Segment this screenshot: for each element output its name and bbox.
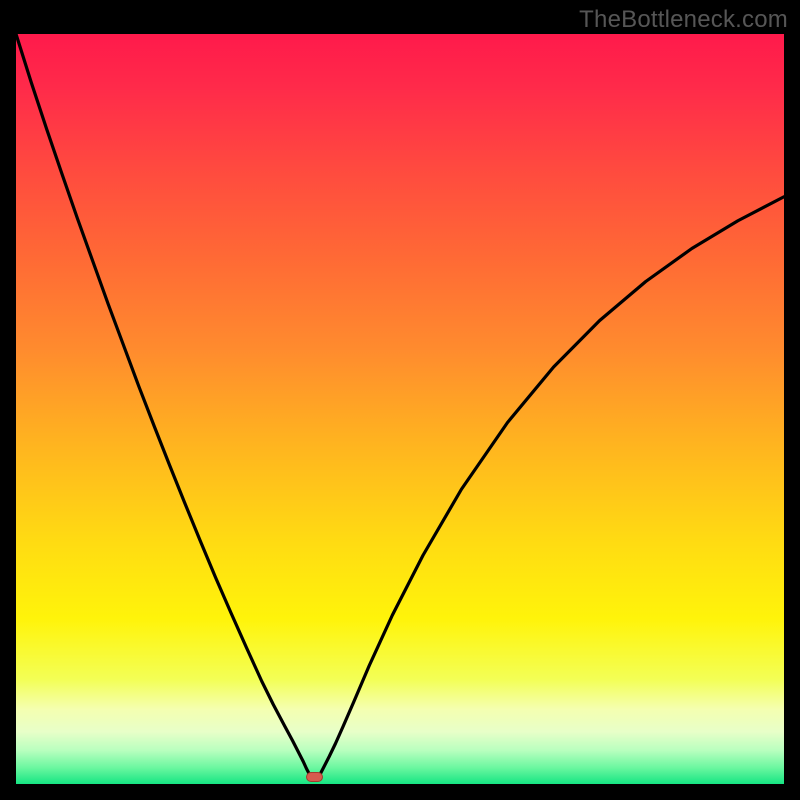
plot-area: [16, 34, 784, 784]
bottleneck-curve: [16, 34, 784, 784]
plot-border-right: [784, 0, 800, 800]
chart-frame: TheBottleneck.com: [0, 0, 800, 800]
plot-border-bottom: [0, 784, 800, 800]
optimum-marker: [306, 772, 323, 782]
watermark-text: TheBottleneck.com: [579, 6, 788, 34]
plot-border-left: [0, 0, 16, 800]
